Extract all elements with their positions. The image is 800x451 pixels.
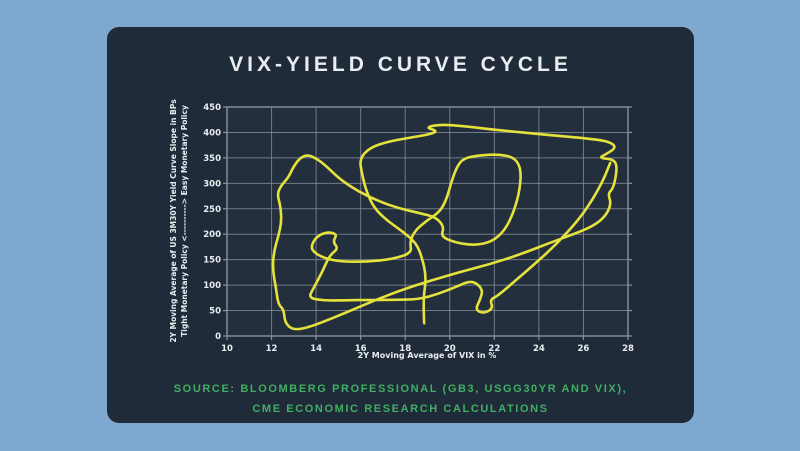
y-tick-label: 400 <box>203 128 221 138</box>
x-tick-label: 10 <box>221 344 233 354</box>
y-tick-label: 0 <box>215 332 221 342</box>
plot-border <box>226 106 629 337</box>
chart-title: VIX-YIELD CURVE CYCLE <box>229 53 572 76</box>
x-tick-label: 14 <box>310 344 322 354</box>
x-axis-label: 2Y Moving Average of VIX in % <box>357 351 497 360</box>
x-tick-label: 22 <box>488 344 500 354</box>
y-axis-label-line1: 2Y Moving Average of US 3M30Y Yield Curv… <box>169 99 178 343</box>
y-tick-label: 150 <box>203 256 221 266</box>
x-tick-label: 20 <box>444 344 456 354</box>
y-tick-label: 100 <box>203 281 221 291</box>
source-line2: CME ECONOMIC RESEARCH CALCULATIONS <box>252 403 549 415</box>
x-tick-label: 28 <box>622 344 634 354</box>
y-tick-label: 450 <box>203 103 221 113</box>
source-line1: SOURCE: BLOOMBERG PROFESSIONAL (GB3, USG… <box>173 383 628 395</box>
x-tick-label: 16 <box>355 344 367 354</box>
source-text: SOURCE: BLOOMBERG PROFESSIONAL (GB3, USG… <box>107 379 694 419</box>
y-tick-label: 300 <box>203 179 221 189</box>
y-tick-label: 200 <box>203 230 221 240</box>
x-tick-label: 18 <box>399 344 411 354</box>
x-tick-label: 12 <box>266 344 278 354</box>
y-tick-label: 50 <box>209 307 221 317</box>
chart-card: VIX-YIELD CURVE CYCLE 2Y Moving Average … <box>107 27 694 423</box>
x-tick-label: 26 <box>578 344 590 354</box>
cycle-curve <box>271 123 618 331</box>
plot-area: 10 12 14 16 18 20 22 24 26 28 0 50 100 150 200 250 300 35… <box>203 103 634 354</box>
y-tick-label: 250 <box>203 205 221 215</box>
y-tick-label: 350 <box>203 154 221 164</box>
x-tick-label: 24 <box>533 344 545 354</box>
